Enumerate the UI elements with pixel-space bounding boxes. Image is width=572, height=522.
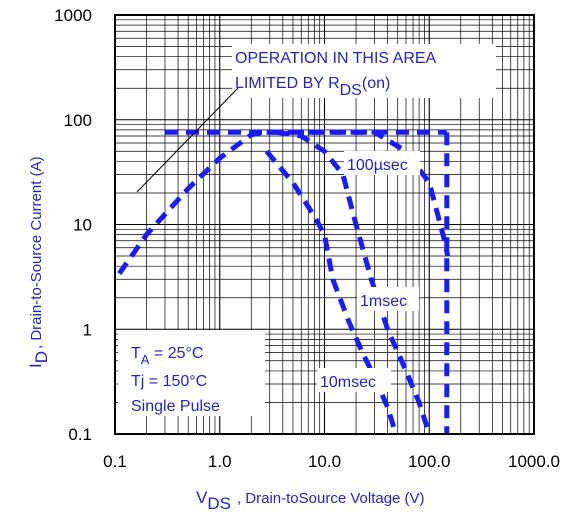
rds-limit-annotation-line1: OPERATION IN THIS AREA	[235, 50, 437, 67]
rds-subscript: DS	[340, 82, 362, 99]
label-100usec-bg	[344, 151, 420, 175]
curve-label-1msec: 1msec	[360, 293, 407, 310]
condition-ambient-temp: TA = 25°C	[131, 345, 203, 367]
x-tick-label: 1000.0	[508, 452, 560, 471]
y-tick-label: 10	[73, 216, 92, 235]
condition-single-pulse: Single Pulse	[131, 398, 220, 415]
curve-label-100usec: 100µsec	[347, 157, 408, 174]
label-10msec-bg	[317, 368, 391, 392]
y-title-rest: , Drain-to-Source Current (A)	[28, 156, 45, 349]
rds-main: LIMITED BY R	[235, 75, 340, 92]
y-axis-title: ID , Drain-to-Source Current (A)	[26, 156, 51, 368]
rds-suffix: (on)	[362, 75, 390, 92]
x-tick-label: 1.0	[208, 452, 232, 471]
conditions-box-bg	[118, 330, 265, 416]
annotation-backgrounds	[118, 44, 496, 416]
series-line-10msec	[264, 149, 399, 435]
x-title-subscript: DS	[207, 494, 231, 513]
y-title-main: I	[26, 363, 45, 368]
series-line-1msec	[276, 129, 432, 435]
rds-limit-annotation-line2: LIMITED BY RDS(on)	[235, 75, 390, 99]
curve-label-10msec: 10msec	[320, 374, 376, 391]
condition-junction-temp: Tj = 150°C	[131, 373, 207, 390]
x-tick-label: 10.0	[308, 452, 341, 471]
series-line-100-sec	[266, 129, 451, 257]
x-tick-label: 0.1	[103, 452, 127, 471]
ta-main: T	[131, 345, 141, 362]
plot-frame	[114, 14, 535, 435]
annotation-leader-line	[136, 87, 239, 193]
y-tick-label: 1	[83, 320, 92, 339]
series-line-operation-in-this-area-limited-by-r-ds-on-	[117, 129, 268, 276]
x-title-rest: , Drain-toSource Voltage (V)	[237, 490, 425, 507]
rds-annotation-bg	[232, 44, 496, 98]
x-tick-label: 100.0	[408, 452, 451, 471]
ta-subscript: A	[141, 352, 150, 367]
x-title-main: V	[196, 488, 208, 507]
ta-value: = 25°C	[149, 345, 203, 362]
y-tick-label: 1000	[54, 6, 92, 25]
tick-labels: 0.1 1.0 10.0 100.0 1000.0 0.1 1 10 100 1000	[54, 6, 560, 471]
curves	[117, 129, 451, 435]
x-axis-title: VDS , Drain-toSource Voltage (V)	[196, 488, 425, 513]
label-1msec-bg	[357, 287, 419, 311]
y-tick-label: 100	[64, 111, 92, 130]
y-title-subscript: D	[32, 351, 51, 363]
labels: OPERATION IN THIS AREA LIMITED BY RDS(on…	[26, 50, 437, 513]
y-tick-label: 0.1	[68, 425, 92, 444]
